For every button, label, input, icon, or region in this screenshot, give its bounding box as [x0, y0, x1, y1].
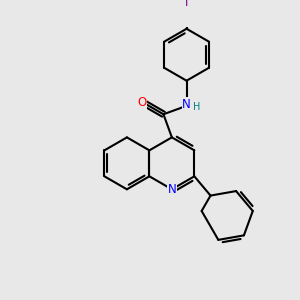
Text: H: H	[193, 102, 201, 112]
Text: N: N	[167, 183, 176, 196]
Text: I: I	[185, 0, 188, 9]
Text: O: O	[137, 96, 147, 109]
Text: N: N	[182, 98, 191, 111]
